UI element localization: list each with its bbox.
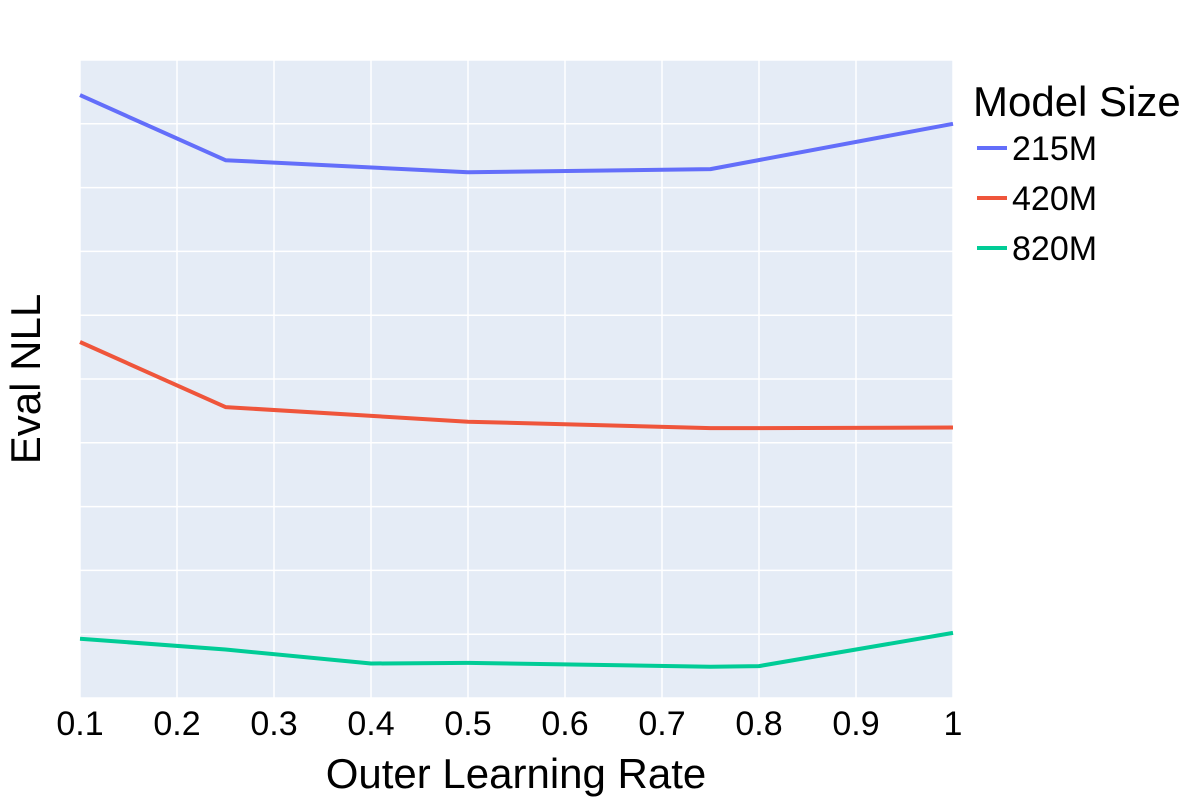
- x-axis-ticks: 0.1 0.2 0.3 0.4 0.5 0.6 0.7 0.8 0.9 1: [56, 705, 962, 743]
- legend-title: Model Size: [973, 78, 1181, 125]
- x-tick-label: 1: [944, 705, 963, 743]
- series-line-420M: [79, 340, 954, 431]
- x-tick-label: 0.6: [541, 705, 588, 743]
- legend-label-215M: 215M: [1012, 130, 1097, 168]
- legend-label-820M: 820M: [1012, 230, 1097, 268]
- series-lines: [79, 93, 954, 669]
- x-tick-label: 0.4: [347, 705, 394, 743]
- legend: Model Size 215M 420M 820M: [973, 78, 1181, 268]
- x-tick-label: 0.7: [638, 705, 685, 743]
- x-axis-title: Outer Learning Rate: [326, 750, 707, 797]
- x-tick-label: 0.2: [153, 705, 200, 743]
- series-line-215M: [79, 93, 954, 175]
- x-tick-label: 0.8: [735, 705, 782, 743]
- series-line-820M: [79, 630, 954, 669]
- y-axis-title: Eval NLL: [2, 294, 49, 464]
- x-tick-label: 0.1: [56, 705, 103, 743]
- gridlines: [79, 59, 954, 699]
- x-tick-label: 0.9: [832, 705, 879, 743]
- legend-label-420M: 420M: [1012, 180, 1097, 218]
- x-tick-label: 0.5: [444, 705, 491, 743]
- x-tick-label: 0.3: [250, 705, 297, 743]
- legend-items: 215M 420M 820M: [977, 130, 1097, 268]
